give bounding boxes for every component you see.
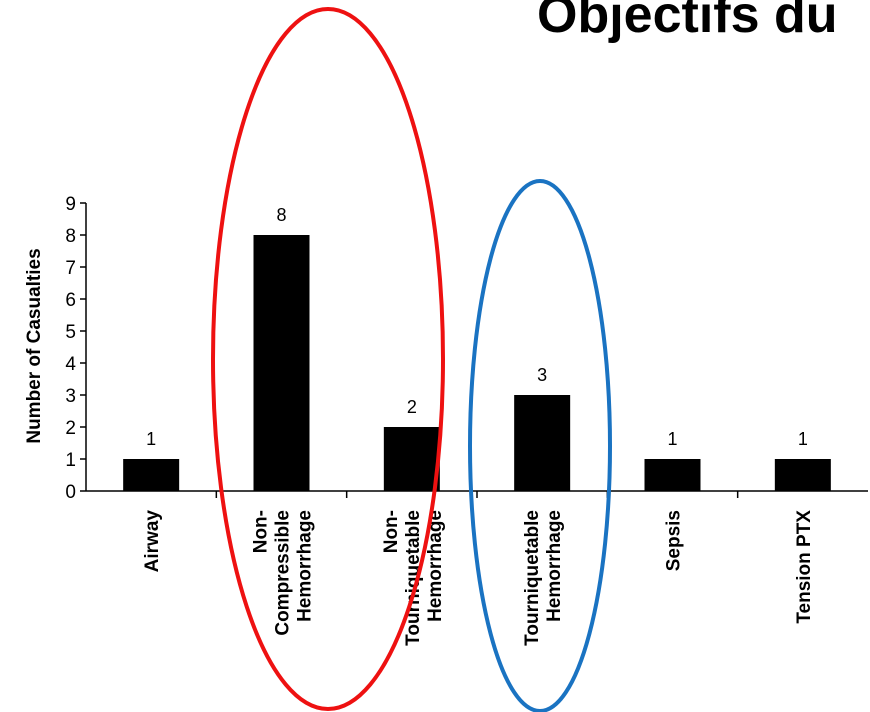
y-tick-label: 2	[65, 418, 76, 439]
highlight-ellipse-red	[211, 7, 445, 711]
data-label: 1	[667, 429, 677, 449]
slide-title: Objectifs du	[537, 0, 838, 44]
x-category-label: Airway	[142, 510, 163, 573]
x-category-label: Tension PTX	[794, 510, 815, 624]
x-category-label: Tourniquetable Hemorrhage	[522, 510, 565, 646]
y-tick-label: 6	[65, 290, 76, 311]
bar	[123, 459, 180, 491]
x-category-label-line: Hemorrhage	[544, 510, 565, 622]
x-category-label-line: Compressible	[273, 510, 294, 636]
x-category-label-line: Non-	[251, 510, 272, 553]
x-category-label: Non- Tourniquetable Hemorrhage	[381, 510, 446, 646]
y-tick-label: 9	[65, 194, 76, 215]
x-category-label-line: Hemorrhage	[295, 510, 316, 622]
y-tick-label: 5	[65, 322, 76, 343]
y-tick-label: 0	[65, 482, 76, 503]
bar	[644, 459, 701, 491]
y-axis-label: Number of Casualties	[24, 248, 45, 443]
x-category-label-line: Tourniquetable	[403, 510, 424, 646]
x-category-label-line: Hemorrhage	[425, 510, 446, 622]
y-tick-label: 8	[65, 226, 76, 247]
bar	[383, 427, 440, 491]
y-tick-label: 1	[65, 450, 76, 471]
highlight-ellipse-blue	[468, 179, 612, 712]
data-label: 2	[407, 397, 417, 417]
y-tick-label: 7	[65, 258, 76, 279]
bar	[774, 459, 831, 491]
x-category-label-line: Non-	[381, 510, 402, 553]
bar	[253, 235, 310, 491]
x-category-label: Sepsis	[664, 510, 685, 571]
x-category-label-line: Sepsis	[664, 510, 685, 571]
x-category-label-line: Tension PTX	[794, 510, 815, 624]
data-label: 3	[537, 365, 547, 385]
data-label: 8	[276, 205, 286, 225]
data-label: 1	[146, 429, 156, 449]
bar	[514, 395, 571, 491]
y-tick-label: 3	[65, 386, 76, 407]
x-category-label: Non- Compressible Hemorrhage	[251, 510, 316, 636]
x-category-label-line: Airway	[142, 510, 163, 573]
x-category-label-line: Tourniquetable	[522, 510, 543, 646]
data-label: 1	[798, 429, 808, 449]
y-tick-label: 4	[65, 354, 76, 375]
